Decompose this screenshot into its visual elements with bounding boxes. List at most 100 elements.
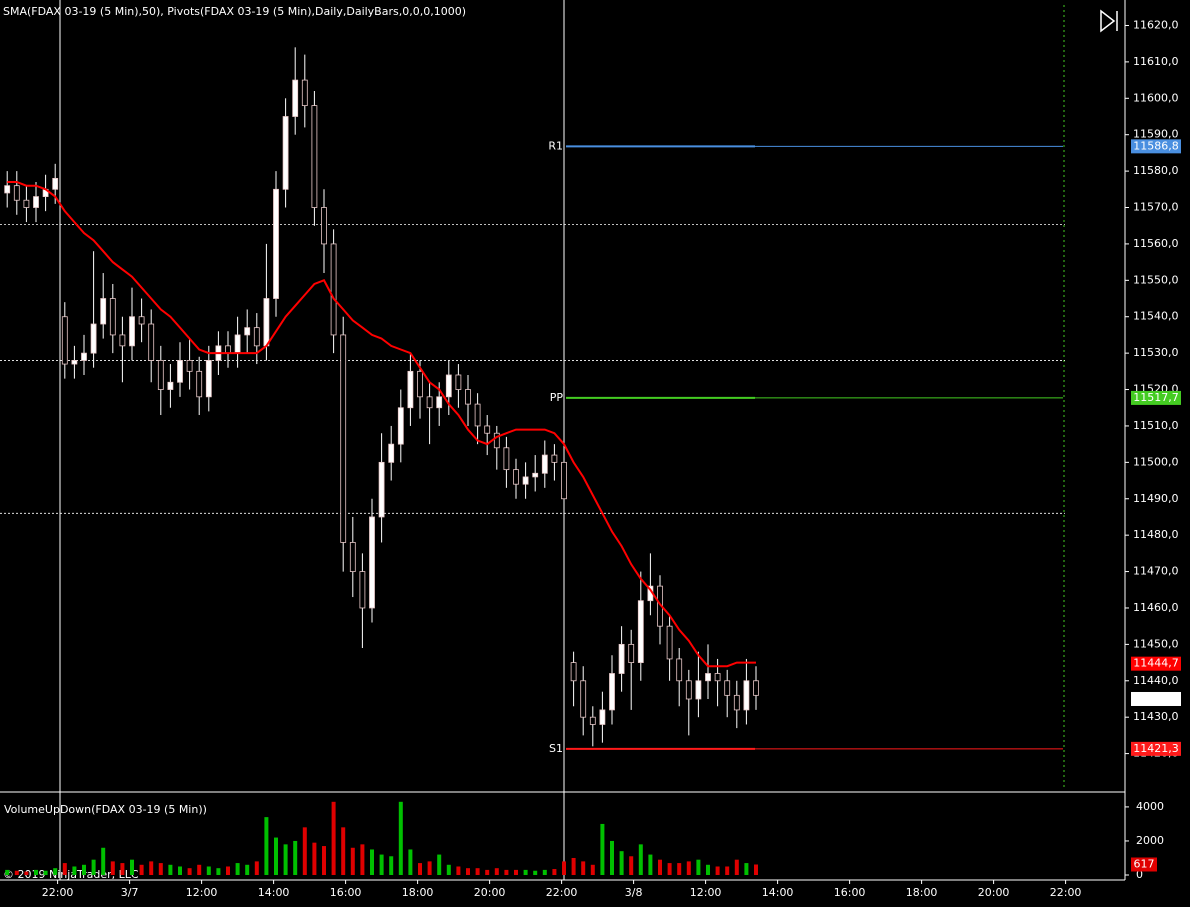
volume-bar xyxy=(408,849,413,875)
y-tick-label: 11580,0 xyxy=(1133,164,1179,177)
copyright: © 2019 NinjaTrader, LLC xyxy=(3,868,139,881)
y-tick-label: 11510,0 xyxy=(1133,419,1179,432)
volume-bar xyxy=(667,863,672,875)
pivot-price-label: 11586,8 xyxy=(1133,139,1179,152)
y-tick-label: 11440,0 xyxy=(1133,674,1179,687)
pivot-price-box xyxy=(1131,390,1181,405)
candle-body xyxy=(109,298,116,336)
volume-bar xyxy=(446,864,451,875)
volume-bar xyxy=(206,866,211,875)
x-tick-label: 20:00 xyxy=(474,886,506,899)
volume-bar xyxy=(370,849,374,875)
candle-body xyxy=(90,323,97,354)
indicator-label: SMA(FDAX 03-19 (5 Min),50), Pivots(FDAX … xyxy=(3,5,466,18)
candle-body xyxy=(561,461,567,500)
volume-bar xyxy=(686,861,691,875)
y-tick-label: 11530,0 xyxy=(1133,346,1179,359)
volume-bar xyxy=(72,866,77,875)
candle-body xyxy=(349,542,356,572)
volume-bar xyxy=(254,861,259,875)
volume-bar xyxy=(523,869,528,875)
candle-body xyxy=(397,407,404,445)
volume-bar xyxy=(629,856,634,875)
candle-body xyxy=(695,680,702,700)
volume-bar xyxy=(62,863,67,875)
volume-bar xyxy=(322,846,326,875)
volume-bar xyxy=(302,827,307,875)
volume-bar xyxy=(734,859,739,875)
candle-body xyxy=(61,316,68,365)
volume-bar xyxy=(149,861,154,875)
candle-body xyxy=(205,360,212,398)
volume-tick-label: 0 xyxy=(1136,868,1143,881)
volume-bar xyxy=(341,827,346,875)
volume-bar xyxy=(514,869,518,875)
candle-body xyxy=(743,680,750,711)
volume-bar xyxy=(274,837,278,875)
candle-body xyxy=(273,188,279,299)
volume-bar xyxy=(264,817,269,875)
candle-body xyxy=(13,185,20,201)
candle-body xyxy=(580,680,587,718)
volume-bar xyxy=(5,869,10,875)
candle-body xyxy=(157,360,164,390)
candle-body xyxy=(263,298,270,347)
volume-bar xyxy=(360,844,365,875)
candle-body xyxy=(378,461,385,518)
volume-bar xyxy=(456,866,461,875)
last-price-label: 11435,0 xyxy=(1133,692,1179,705)
y-tick-label: 11450,0 xyxy=(1133,637,1179,650)
candle-body xyxy=(167,381,174,390)
pivot-price-label: 11421,3 xyxy=(1133,742,1179,755)
volume-bar xyxy=(533,870,538,875)
candle-body xyxy=(705,673,711,682)
volume-bar xyxy=(34,869,38,875)
volume-bar xyxy=(562,861,566,875)
volume-bar xyxy=(619,851,624,875)
volume-bar xyxy=(120,863,125,875)
candle-body xyxy=(138,316,145,325)
candle-body xyxy=(196,370,203,398)
volume-bar xyxy=(235,863,240,875)
y-tick-label: 11490,0 xyxy=(1133,492,1179,505)
pivot-price-box xyxy=(1131,741,1181,756)
candle-body xyxy=(186,360,193,372)
volume-bar xyxy=(24,871,29,875)
x-tick-label: 22:00 xyxy=(546,886,578,899)
volume-bar xyxy=(283,844,288,875)
y-tick-label: 11570,0 xyxy=(1133,201,1179,214)
candle-body xyxy=(301,79,308,106)
candle-body xyxy=(465,389,471,405)
volume-bar xyxy=(187,868,192,875)
candle-body xyxy=(100,298,107,325)
volume-bar xyxy=(53,868,58,875)
volume-bar xyxy=(581,861,586,875)
volume-label: VolumeUpDown(FDAX 03-19 (5 Min)) xyxy=(4,803,207,816)
volume-tick-label: 4000 xyxy=(1136,800,1164,813)
play-icon[interactable] xyxy=(1100,9,1118,33)
volume-bar xyxy=(168,864,173,875)
candle-body xyxy=(522,476,529,485)
volume-bar xyxy=(504,869,509,875)
candle-body xyxy=(513,469,519,485)
candle-body xyxy=(666,625,673,660)
candle-body xyxy=(724,680,731,696)
candle-body xyxy=(282,116,289,190)
candle-body xyxy=(609,673,615,711)
volume-bar xyxy=(677,863,682,875)
candle-body xyxy=(445,374,452,398)
pivot-name: PP xyxy=(550,391,564,404)
sma-last-label: 11444,7 xyxy=(1133,657,1179,670)
volume-bar xyxy=(197,864,202,875)
candle-body xyxy=(484,425,491,434)
candle-body xyxy=(407,370,414,409)
candle-body xyxy=(321,207,327,245)
candle-body xyxy=(532,472,539,478)
x-tick-label: 22:00 xyxy=(42,886,74,899)
x-tick-label: 3/7 xyxy=(121,886,139,899)
candle-body xyxy=(253,327,260,347)
volume-bar xyxy=(158,863,163,875)
y-tick-label: 11480,0 xyxy=(1133,528,1179,541)
